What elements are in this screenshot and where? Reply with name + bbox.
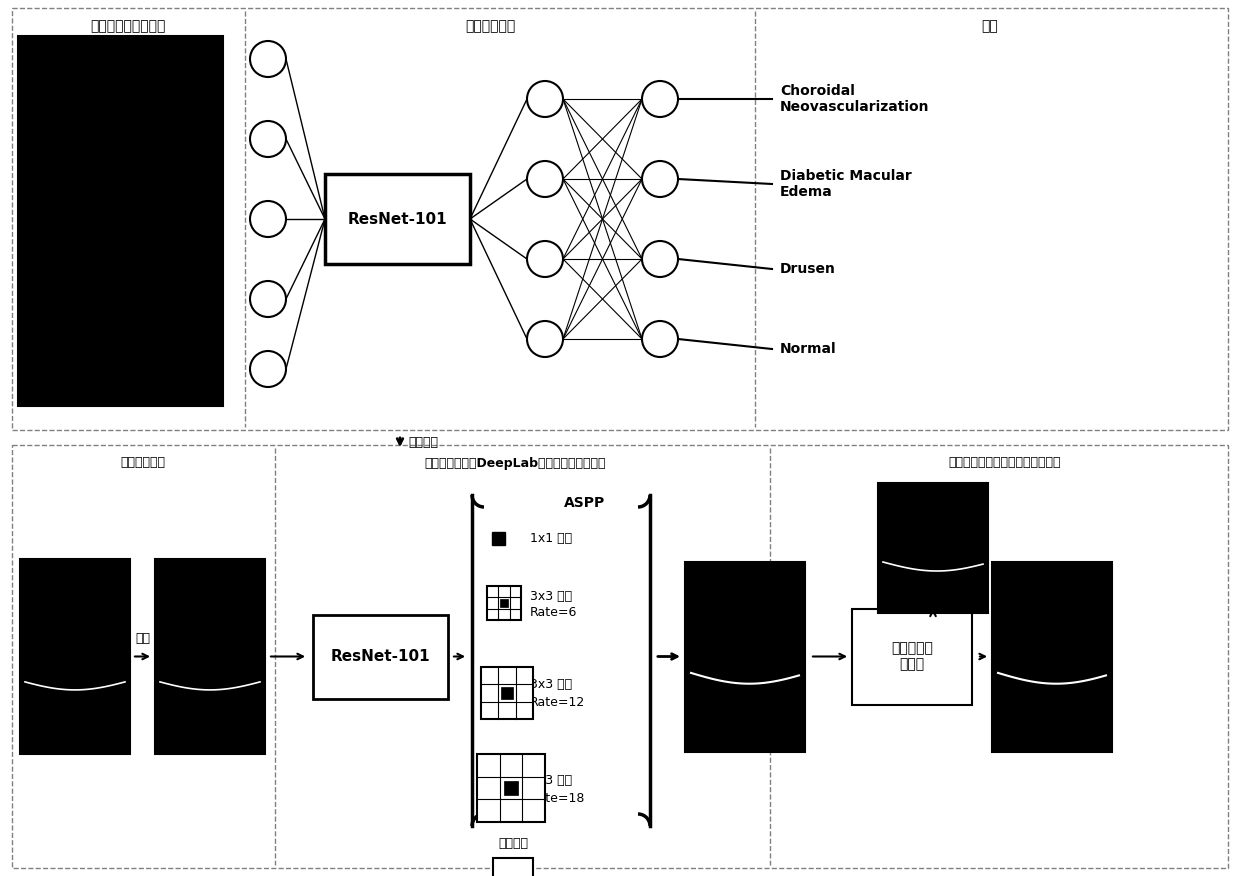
Circle shape: [642, 321, 678, 357]
Text: ResNet-101: ResNet-101: [331, 649, 430, 664]
Text: 3x3 卷积: 3x3 卷积: [529, 590, 572, 603]
Bar: [500, 599, 507, 607]
Text: 全连接条件
随机场: 全连接条件 随机场: [892, 641, 932, 672]
Bar: [503, 781, 518, 795]
Text: 参数迁移: 参数迁移: [408, 435, 438, 449]
Bar: [501, 688, 512, 699]
Text: 输出: 输出: [982, 19, 998, 33]
Text: 去噪: 去噪: [135, 632, 150, 645]
Circle shape: [527, 161, 563, 197]
Circle shape: [250, 121, 286, 157]
Text: 网络参数训练: 网络参数训练: [465, 19, 515, 33]
Text: 输入（公共数据集）: 输入（公共数据集）: [91, 19, 166, 33]
Circle shape: [642, 81, 678, 117]
Bar: [477, 754, 546, 822]
Bar: [494, 858, 533, 876]
Bar: [487, 586, 521, 620]
Text: 全连接条件随机场病变部位细分割: 全连接条件随机场病变部位细分割: [949, 456, 1061, 470]
Bar: [12, 8, 1228, 430]
Text: Choroidal
Neovascularization: Choroidal Neovascularization: [780, 84, 930, 114]
Bar: [155, 559, 265, 754]
Text: Diabetic Macular
Edema: Diabetic Macular Edema: [780, 169, 911, 199]
Text: 3x3 卷积: 3x3 卷积: [529, 774, 572, 787]
Circle shape: [527, 81, 563, 117]
Bar: [312, 614, 448, 698]
Circle shape: [527, 241, 563, 277]
Circle shape: [527, 321, 563, 357]
Text: ASPP: ASPP: [564, 496, 605, 510]
Text: 图像池化: 图像池化: [498, 837, 528, 850]
Bar: [852, 609, 972, 704]
Bar: [12, 445, 1228, 868]
Bar: [20, 559, 130, 754]
Bar: [481, 667, 533, 719]
Text: Drusen: Drusen: [780, 262, 836, 276]
Circle shape: [250, 41, 286, 77]
Text: Normal: Normal: [780, 342, 837, 356]
Circle shape: [250, 351, 286, 387]
Circle shape: [250, 281, 286, 317]
Bar: [492, 532, 505, 545]
Bar: [325, 174, 470, 264]
Bar: [684, 562, 805, 752]
Text: Rate=18: Rate=18: [529, 792, 585, 804]
Text: 结合迁移学习的DeepLab网络病变部位粗分割: 结合迁移学习的DeepLab网络病变部位粗分割: [424, 456, 606, 470]
Bar: [19, 36, 223, 406]
Circle shape: [250, 201, 286, 237]
Circle shape: [642, 161, 678, 197]
Text: 小波变换去噪: 小波变换去噪: [120, 456, 165, 470]
Bar: [992, 562, 1112, 752]
Text: Rate=12: Rate=12: [529, 696, 585, 710]
Text: ResNet-101: ResNet-101: [347, 211, 448, 227]
Bar: [878, 483, 988, 613]
Text: 3x3 卷积: 3x3 卷积: [529, 679, 572, 691]
Circle shape: [642, 241, 678, 277]
Text: 1x1 卷积: 1x1 卷积: [529, 532, 572, 545]
Text: Rate=6: Rate=6: [529, 606, 578, 619]
